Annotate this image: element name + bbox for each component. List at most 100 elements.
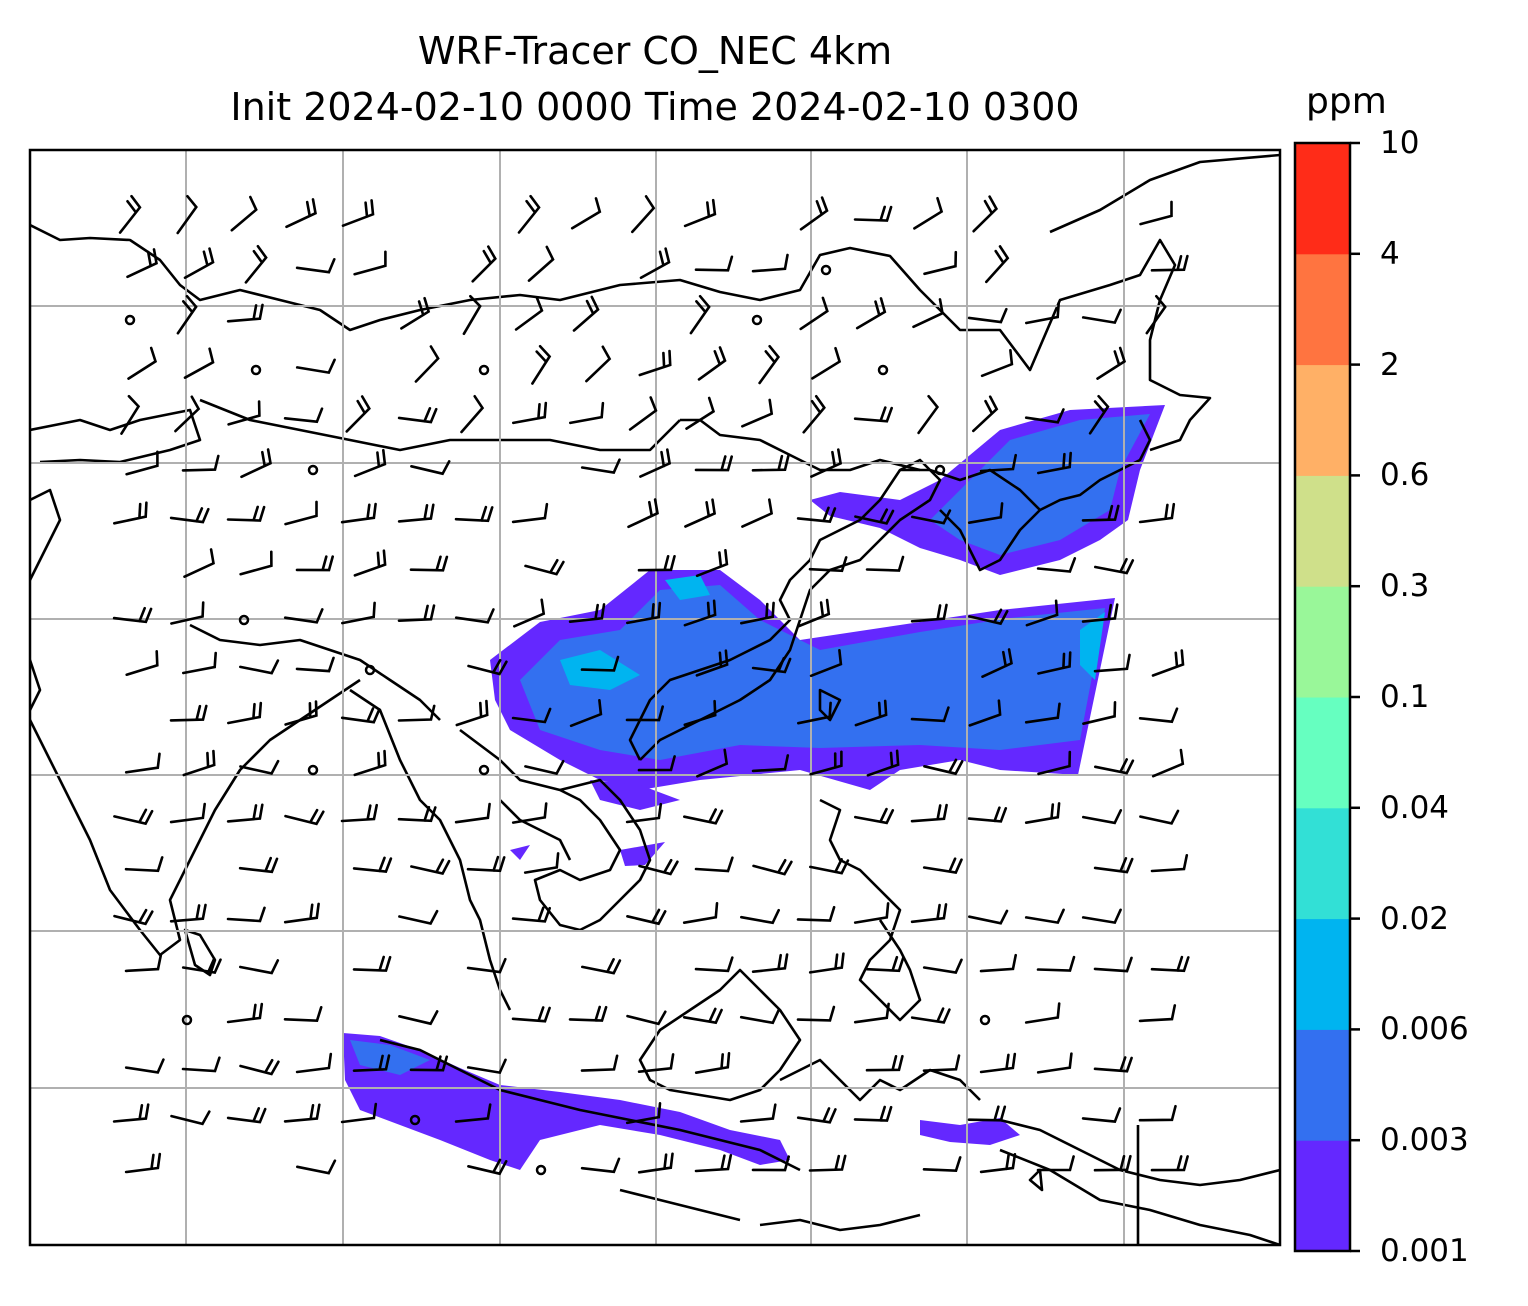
wind-barb (183, 247, 215, 280)
wind-barb (120, 394, 141, 435)
wind-barb (1093, 956, 1133, 973)
wind-barb (979, 953, 1017, 973)
wind-barb (1025, 599, 1059, 627)
wind-barb (1037, 750, 1072, 776)
wind-barb (910, 903, 948, 924)
wind-barb (1138, 1104, 1177, 1122)
wind-calm-marker (478, 764, 490, 776)
wind-barb (796, 1005, 836, 1022)
wind-barb (809, 649, 843, 678)
wind-barb (694, 956, 734, 973)
wind-barb (865, 955, 905, 973)
wind-barb (1138, 707, 1179, 724)
wind-barb (696, 748, 729, 778)
wind-barb (239, 659, 280, 675)
wind-barb (454, 802, 491, 824)
wind-barb (854, 508, 895, 525)
wind-barb (169, 507, 210, 524)
wind-barb (124, 1152, 162, 1174)
wind-barb (524, 559, 565, 576)
wind-barb (1150, 254, 1189, 272)
wind-barb (126, 248, 158, 279)
wind-barb (511, 401, 548, 425)
wind-barb (797, 598, 831, 628)
wind-barb (865, 1054, 904, 1072)
wind-barb (682, 1007, 723, 1025)
colorbar-segment (1295, 253, 1350, 366)
wind-barb (295, 1052, 333, 1074)
wind-barb (980, 349, 1014, 378)
map-panel (28, 148, 1282, 1247)
wind-barb (1093, 1056, 1133, 1073)
wind-calm-marker (478, 364, 490, 376)
wind-barb (397, 503, 435, 523)
wind-barb (352, 1054, 391, 1072)
wind-barb (968, 909, 1009, 925)
wind-barb (1024, 1002, 1061, 1024)
wind-barb (799, 196, 829, 231)
wind-barb (398, 1010, 439, 1026)
wind-barb (923, 250, 958, 276)
wind-barb (527, 245, 555, 282)
wind-barb (910, 1007, 951, 1024)
wind-barb (284, 808, 325, 826)
colorbar-tick-label: 0.006 (1380, 1011, 1469, 1048)
wind-barb (628, 396, 658, 431)
wind-barb (913, 196, 944, 230)
wind-barb (855, 297, 887, 330)
wind-barb (1138, 502, 1176, 524)
wind-calm-marker (364, 664, 376, 676)
wind-barb (985, 245, 1010, 284)
wind-barb (1081, 308, 1122, 325)
wind-barb (585, 345, 612, 383)
wind-barb (972, 395, 999, 433)
wind-barb (1081, 908, 1122, 925)
wind-barb (124, 1058, 165, 1074)
wind-calm-marker (820, 264, 832, 276)
wind-barb (1024, 802, 1061, 824)
wind-barb (809, 858, 850, 875)
wind-barb (284, 500, 318, 526)
wind-barb (797, 701, 832, 725)
wind-barb (967, 1105, 1007, 1122)
wind-barb (580, 1157, 621, 1174)
wind-barb (853, 406, 893, 423)
wind-barbs (112, 194, 1190, 1176)
wind-barb (694, 1052, 731, 1074)
wind-barb (1036, 557, 1077, 573)
wind-barb (683, 599, 717, 627)
wind-barb (511, 707, 552, 724)
wind-barb (581, 958, 622, 975)
plume-east-china-core (520, 585, 1105, 760)
wind-barb (226, 303, 264, 323)
wind-barb (811, 346, 842, 380)
wind-barb (922, 1156, 962, 1173)
wind-barb (514, 296, 544, 331)
wind-barb (979, 453, 1017, 473)
wind-barb (1081, 603, 1119, 623)
wind-barb (176, 194, 198, 235)
wind-barb (1082, 809, 1123, 825)
wind-barb (353, 549, 387, 577)
wind-barb (912, 298, 944, 329)
wind-barb (466, 957, 507, 974)
wind-barb (295, 258, 336, 274)
wind-barb (467, 1158, 508, 1176)
wind-barb (1150, 955, 1190, 973)
map-frame (28, 148, 1282, 1247)
wind-barb (170, 601, 205, 625)
wind-barb (1081, 1107, 1122, 1123)
wind-calm-marker (307, 464, 319, 476)
plume-indochina (510, 780, 680, 866)
wind-barb (569, 401, 605, 425)
wind-barb (751, 1155, 790, 1172)
colorbar-segment (1295, 143, 1350, 255)
colorbar (1293, 141, 1360, 1253)
wind-barb (1150, 1155, 1189, 1172)
colorbar-tick-label: 0.003 (1380, 1122, 1469, 1159)
wind-barb (409, 1055, 449, 1072)
colorbar-tick-label: 0.1 (1380, 679, 1430, 715)
wind-barb (637, 1152, 674, 1174)
colorbar-tick-label: 10 (1380, 125, 1420, 161)
wind-barb (460, 395, 485, 434)
